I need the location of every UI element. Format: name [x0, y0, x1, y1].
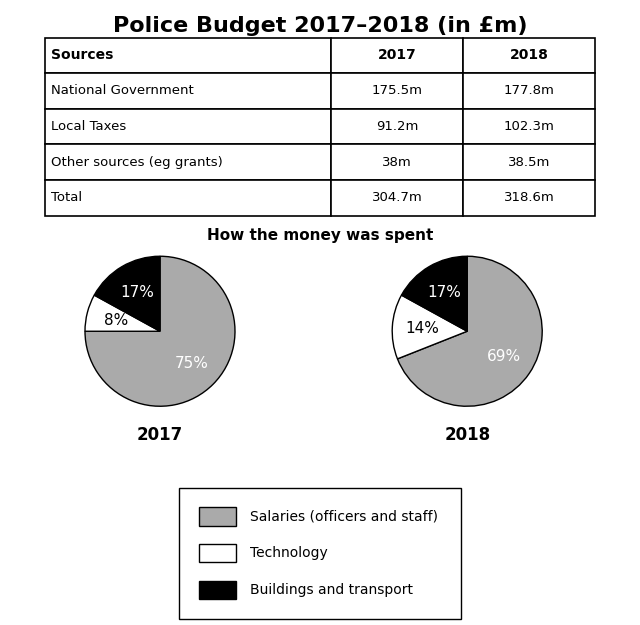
Text: Buildings and transport: Buildings and transport — [250, 583, 413, 597]
Text: 304.7m: 304.7m — [372, 191, 422, 204]
Text: Sources: Sources — [51, 48, 114, 62]
Text: Local Taxes: Local Taxes — [51, 120, 127, 133]
Wedge shape — [397, 256, 542, 406]
Text: How the money was spent: How the money was spent — [207, 228, 433, 243]
Bar — [331, 144, 463, 180]
Text: Police Budget 2017–2018 (in £m): Police Budget 2017–2018 (in £m) — [113, 16, 527, 36]
Wedge shape — [85, 256, 235, 406]
Text: 2017: 2017 — [137, 426, 183, 444]
Wedge shape — [392, 295, 467, 359]
Bar — [463, 180, 595, 216]
Wedge shape — [401, 256, 467, 331]
Bar — [45, 73, 331, 109]
Bar — [331, 73, 463, 109]
Text: 17%: 17% — [428, 285, 461, 300]
Text: 175.5m: 175.5m — [372, 84, 422, 98]
Text: 38.5m: 38.5m — [508, 156, 550, 169]
Bar — [199, 544, 236, 562]
Text: 102.3m: 102.3m — [504, 120, 555, 133]
Bar — [45, 144, 331, 180]
Bar — [45, 180, 331, 216]
Bar — [45, 109, 331, 144]
Text: Other sources (eg grants): Other sources (eg grants) — [51, 156, 223, 169]
Bar — [463, 73, 595, 109]
Text: 2017: 2017 — [378, 48, 417, 62]
Text: 38m: 38m — [382, 156, 412, 169]
Bar — [331, 38, 463, 73]
Bar — [463, 109, 595, 144]
Text: 91.2m: 91.2m — [376, 120, 419, 133]
Text: National Government: National Government — [51, 84, 194, 98]
Text: 8%: 8% — [104, 312, 129, 328]
Text: 2018: 2018 — [509, 48, 548, 62]
Text: 75%: 75% — [175, 356, 209, 371]
Text: Salaries (officers and staff): Salaries (officers and staff) — [250, 509, 438, 523]
Text: 318.6m: 318.6m — [504, 191, 554, 204]
Text: 14%: 14% — [405, 321, 439, 336]
Text: 17%: 17% — [120, 285, 154, 300]
Wedge shape — [94, 256, 160, 331]
Text: Total: Total — [51, 191, 83, 204]
Bar — [331, 109, 463, 144]
Text: 69%: 69% — [487, 349, 522, 364]
Bar — [45, 38, 331, 73]
Bar — [463, 38, 595, 73]
Text: 2018: 2018 — [444, 426, 490, 444]
Text: Technology: Technology — [250, 546, 327, 560]
Bar — [199, 581, 236, 599]
Bar — [463, 144, 595, 180]
Wedge shape — [85, 295, 160, 331]
Bar — [331, 180, 463, 216]
Text: 177.8m: 177.8m — [504, 84, 555, 98]
Bar — [199, 508, 236, 526]
